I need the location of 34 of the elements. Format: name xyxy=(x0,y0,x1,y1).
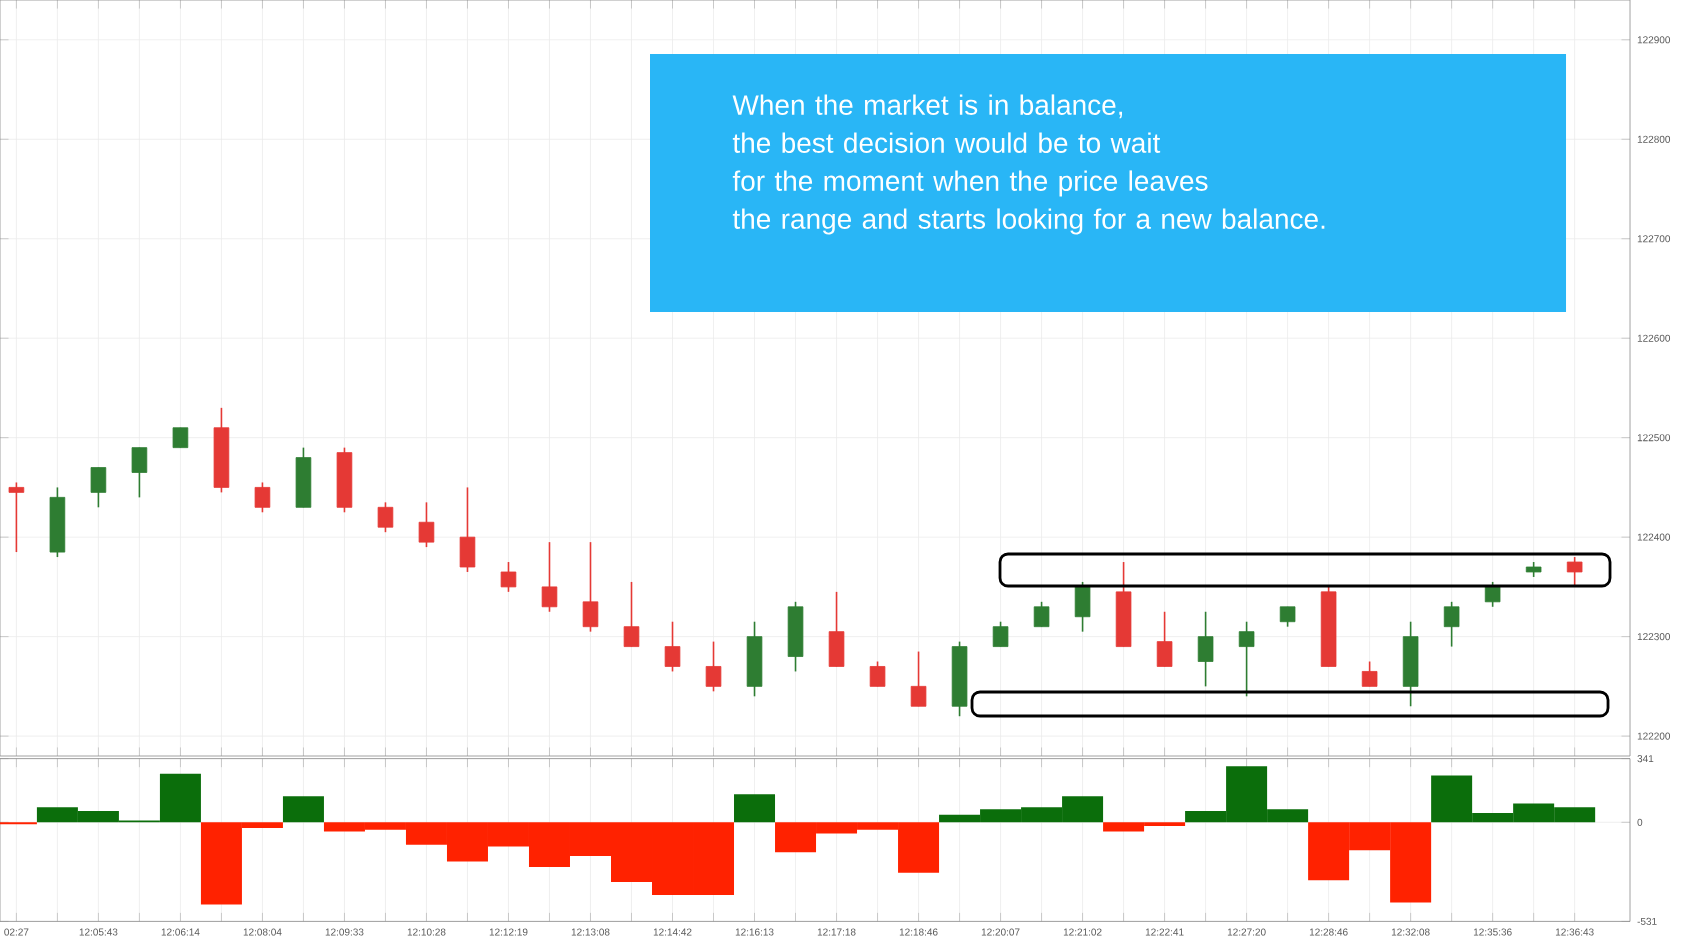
candlestick xyxy=(1238,620,1255,698)
annotation: the range and starts looking for a new balance. xyxy=(732,208,1325,235)
candlestick xyxy=(1566,556,1583,588)
candlestick xyxy=(1074,581,1091,633)
bar xyxy=(282,796,324,823)
candlestick xyxy=(828,591,845,668)
candlestick xyxy=(90,466,107,509)
candlestick xyxy=(500,561,517,593)
annotation: When the market is in balance, xyxy=(732,94,1123,119)
candlestick xyxy=(1279,605,1296,628)
candlestick xyxy=(131,446,148,499)
candlestick xyxy=(8,481,25,553)
candlestick xyxy=(459,486,476,573)
candlestick xyxy=(1484,581,1501,608)
candlestick xyxy=(541,541,558,613)
candlestick xyxy=(992,620,1009,648)
candlestick xyxy=(1197,610,1214,688)
candlestick xyxy=(418,501,435,548)
candlestick xyxy=(623,581,640,648)
bar xyxy=(734,794,776,823)
candlestick xyxy=(910,650,927,708)
candlestick xyxy=(664,620,681,673)
candlestick xyxy=(1156,610,1173,668)
candlestick xyxy=(172,426,189,449)
candlestick xyxy=(705,640,722,693)
annotation: the best decision would be to wait xyxy=(732,132,1161,153)
candlestick xyxy=(254,481,271,514)
candlestick xyxy=(1033,601,1050,628)
candlestick xyxy=(869,660,886,688)
candlestick xyxy=(1443,601,1460,648)
annotation: for the moment when the price leaves xyxy=(732,170,1208,197)
candlestick xyxy=(377,501,394,533)
candlestick xyxy=(1361,660,1378,688)
candlestick xyxy=(582,541,599,633)
